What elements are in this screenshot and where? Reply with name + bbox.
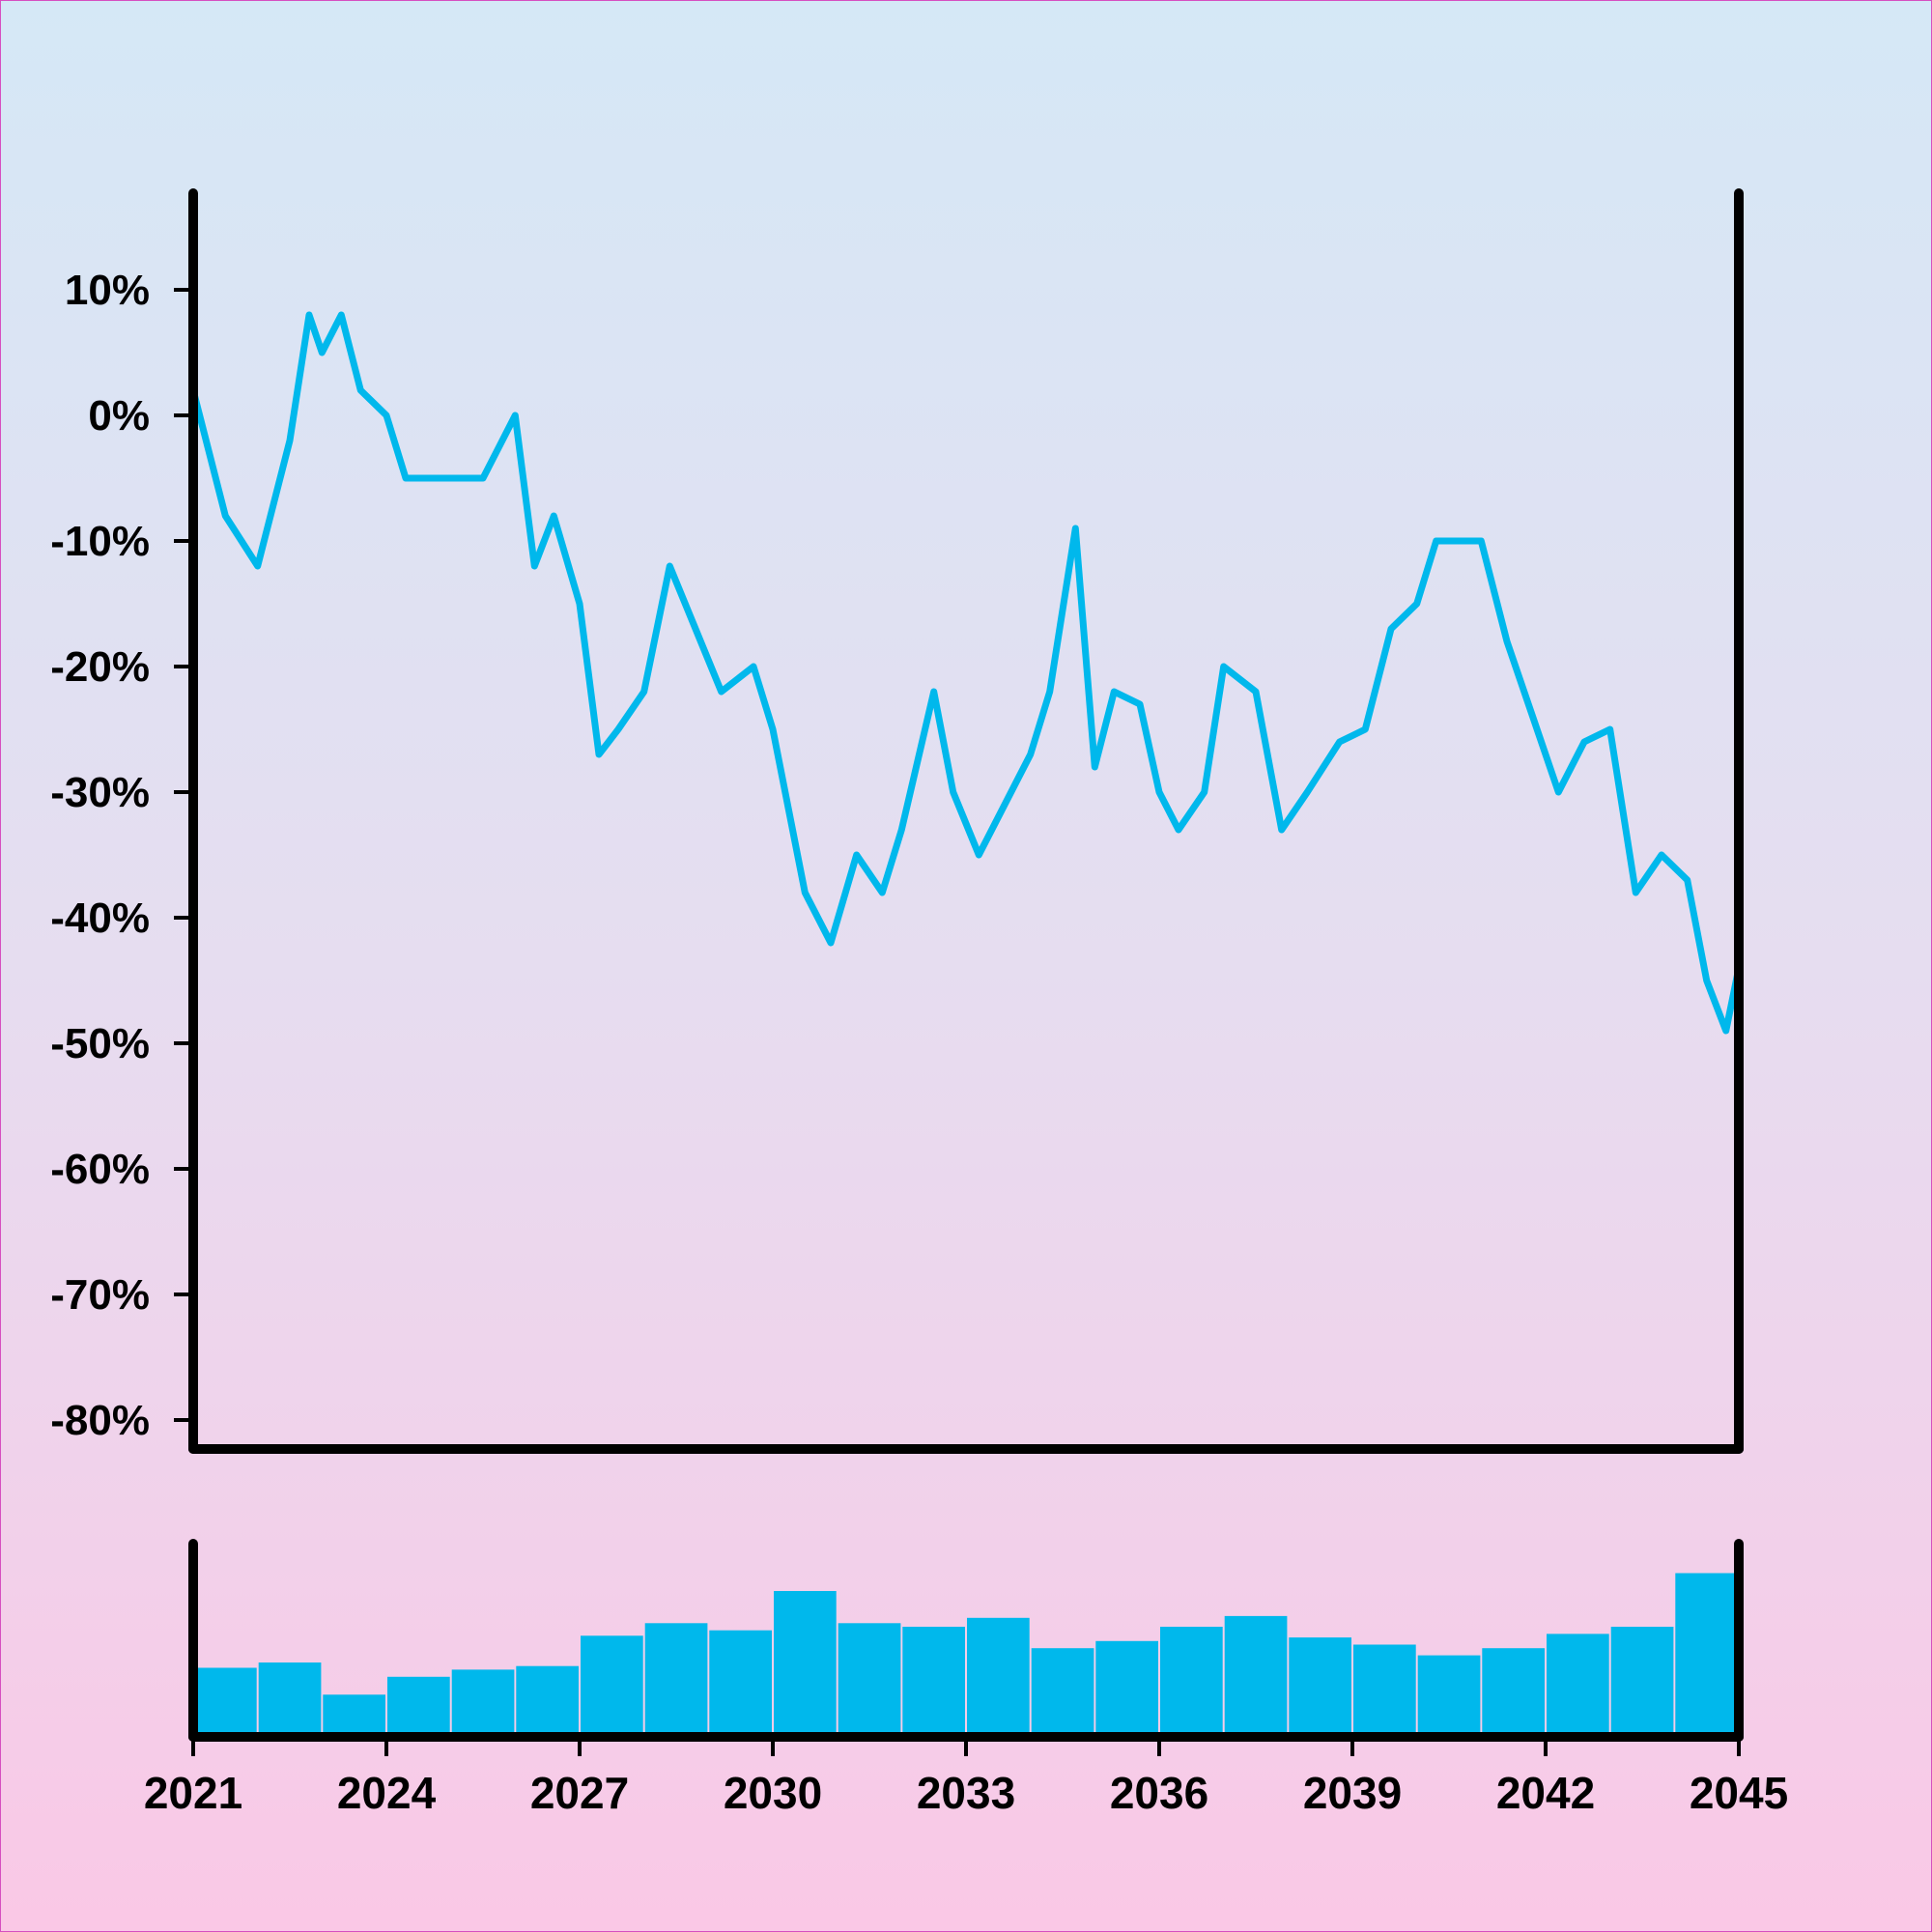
x-tick-label: 2027 [530, 1768, 629, 1818]
volume-bar [451, 1669, 515, 1734]
volume-bar [774, 1591, 837, 1734]
volume-bar [194, 1667, 257, 1734]
volume-bar [838, 1623, 901, 1734]
volume-bar [1160, 1627, 1223, 1734]
volume-bar [581, 1635, 643, 1735]
volume-bar [902, 1627, 965, 1734]
x-tick-label: 2039 [1303, 1768, 1402, 1818]
y-tick-label: -40% [50, 895, 150, 942]
y-tick-label: 10% [65, 267, 150, 314]
volume-bar [1224, 1615, 1288, 1734]
y-tick-label: -20% [50, 643, 150, 691]
volume-bar [1675, 1573, 1738, 1734]
x-tick-label: 2030 [724, 1768, 822, 1818]
volume-bar [644, 1623, 708, 1734]
volume-bar [1417, 1655, 1481, 1734]
volume-bar [387, 1676, 450, 1734]
x-tick-label: 2036 [1110, 1768, 1208, 1818]
volume-bar [967, 1617, 1030, 1735]
volume-bars [194, 1573, 1738, 1735]
y-tick-label: 0% [88, 392, 150, 440]
x-tick-label: 2021 [144, 1768, 242, 1818]
volume-bar [516, 1665, 579, 1734]
volume-bar [1353, 1644, 1416, 1734]
y-tick-label: -60% [50, 1146, 150, 1193]
volume-bar [709, 1630, 772, 1734]
volume-bar [258, 1662, 322, 1734]
volume-bar [323, 1694, 385, 1734]
y-tick-label: -80% [50, 1397, 150, 1444]
volume-bar [1547, 1634, 1609, 1734]
x-tick-label: 2024 [337, 1768, 437, 1818]
price-line-chart: 10% 0% -10% -20% -30% -40% -50% -60% -70% -80% [50, 188, 1744, 1454]
volume-bar [1095, 1640, 1158, 1734]
volume-bar-chart: 2021 2024 2027 2030 2033 2036 2039 2042 2045 [144, 1539, 1788, 1818]
y-axis-ticks: 10% 0% -10% -20% -30% -40% -50% -60% -70% -80% [50, 267, 193, 1444]
series-line [189, 311, 1743, 1035]
y-tick-label: -50% [50, 1020, 150, 1067]
x-axis-ticks: 2021 2024 2027 2030 2033 2036 2039 2042 2045 [144, 1737, 1788, 1818]
y-tick-label: -70% [50, 1271, 150, 1319]
volume-bar [1031, 1648, 1094, 1734]
y-tick-label: -10% [50, 518, 150, 565]
x-tick-label: 2033 [917, 1768, 1015, 1818]
volume-bar [1482, 1648, 1545, 1734]
volume-bar [1289, 1637, 1351, 1734]
x-tick-label: 2042 [1496, 1768, 1595, 1818]
y-tick-label: -30% [50, 769, 150, 816]
x-tick-label: 2045 [1690, 1768, 1788, 1818]
volume-bar [1610, 1627, 1674, 1734]
